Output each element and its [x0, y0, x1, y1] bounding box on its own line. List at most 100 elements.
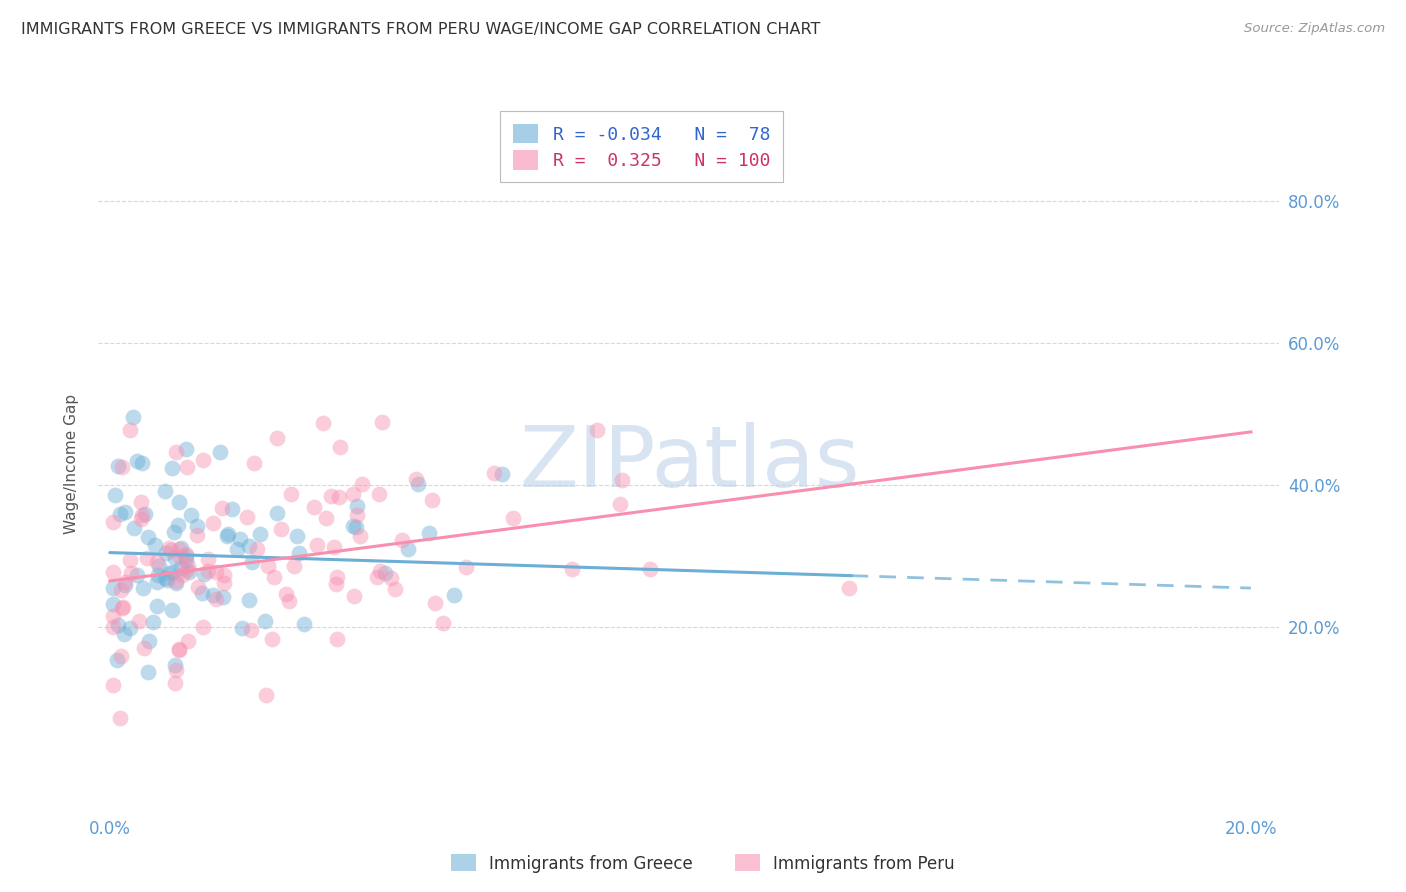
Point	[107, 458, 129, 473]
Point	[114, 578, 136, 592]
Point	[157, 541, 180, 555]
Point	[136, 665, 159, 679]
Point	[125, 454, 148, 468]
Point	[148, 558, 170, 573]
Point	[142, 615, 165, 629]
Point	[174, 552, 197, 566]
Point	[638, 562, 661, 576]
Point	[110, 648, 132, 663]
Point	[609, 497, 631, 511]
Point	[143, 537, 166, 551]
Point	[256, 559, 278, 574]
Point	[280, 487, 302, 501]
Point	[343, 589, 366, 603]
Point	[406, 476, 429, 491]
Point	[160, 603, 183, 617]
Point	[105, 653, 128, 667]
Point	[208, 445, 231, 459]
Point	[162, 565, 184, 579]
Point	[110, 582, 132, 597]
Point	[366, 570, 388, 584]
Point	[134, 507, 156, 521]
Point	[155, 546, 177, 560]
Point	[346, 500, 368, 514]
Point	[322, 540, 344, 554]
Point	[344, 520, 367, 534]
Point	[283, 558, 305, 573]
Point	[204, 565, 226, 579]
Point	[107, 618, 129, 632]
Point	[212, 590, 235, 604]
Point	[315, 511, 337, 525]
Point	[169, 549, 191, 564]
Point	[288, 546, 311, 560]
Point	[502, 511, 524, 525]
Point	[274, 587, 297, 601]
Point	[342, 487, 364, 501]
Point	[103, 515, 125, 529]
Point	[329, 440, 352, 454]
Point	[312, 416, 335, 430]
Point	[325, 570, 347, 584]
Point	[197, 564, 219, 578]
Point	[138, 633, 160, 648]
Point	[346, 508, 368, 522]
Point	[418, 526, 440, 541]
Point	[135, 550, 157, 565]
Point	[120, 566, 142, 581]
Point	[245, 541, 267, 556]
Point	[170, 560, 193, 574]
Point	[169, 542, 191, 557]
Point	[122, 409, 145, 424]
Point	[260, 632, 283, 646]
Point	[111, 460, 134, 475]
Point	[101, 597, 124, 611]
Point	[349, 529, 371, 543]
Point	[238, 539, 260, 553]
Point	[160, 543, 183, 558]
Point	[240, 555, 263, 569]
Point	[165, 574, 187, 589]
Point	[169, 642, 191, 657]
Point	[163, 676, 186, 690]
Point	[111, 601, 134, 615]
Point	[131, 512, 153, 526]
Point	[132, 581, 155, 595]
Point	[229, 532, 252, 546]
Point	[120, 423, 142, 437]
Point	[391, 533, 413, 548]
Point	[212, 576, 235, 591]
Point	[103, 678, 125, 692]
Point	[156, 574, 179, 588]
Point	[174, 547, 197, 561]
Point	[319, 489, 342, 503]
Point	[302, 500, 325, 515]
Point	[368, 564, 391, 578]
Point	[177, 634, 200, 648]
Point	[114, 505, 136, 519]
Point	[326, 632, 349, 646]
Point	[179, 565, 201, 579]
Point	[176, 459, 198, 474]
Point	[169, 641, 191, 656]
Point	[108, 508, 131, 522]
Point	[396, 542, 419, 557]
Point	[215, 529, 238, 543]
Point	[163, 551, 186, 566]
Point	[225, 541, 247, 556]
Point	[231, 621, 253, 635]
Point	[124, 521, 146, 535]
Point	[112, 626, 135, 640]
Point	[256, 688, 278, 702]
Point	[191, 585, 214, 599]
Legend: R = -0.034   N =  78, R =  0.325   N = 100: R = -0.034 N = 78, R = 0.325 N = 100	[501, 112, 783, 183]
Point	[120, 621, 142, 635]
Point	[146, 555, 169, 569]
Point	[186, 528, 208, 542]
Point	[236, 510, 259, 524]
Point	[240, 623, 263, 637]
Point	[305, 538, 328, 552]
Point	[254, 614, 277, 628]
Y-axis label: Wage/Income Gap: Wage/Income Gap	[65, 393, 79, 534]
Point	[561, 562, 583, 576]
